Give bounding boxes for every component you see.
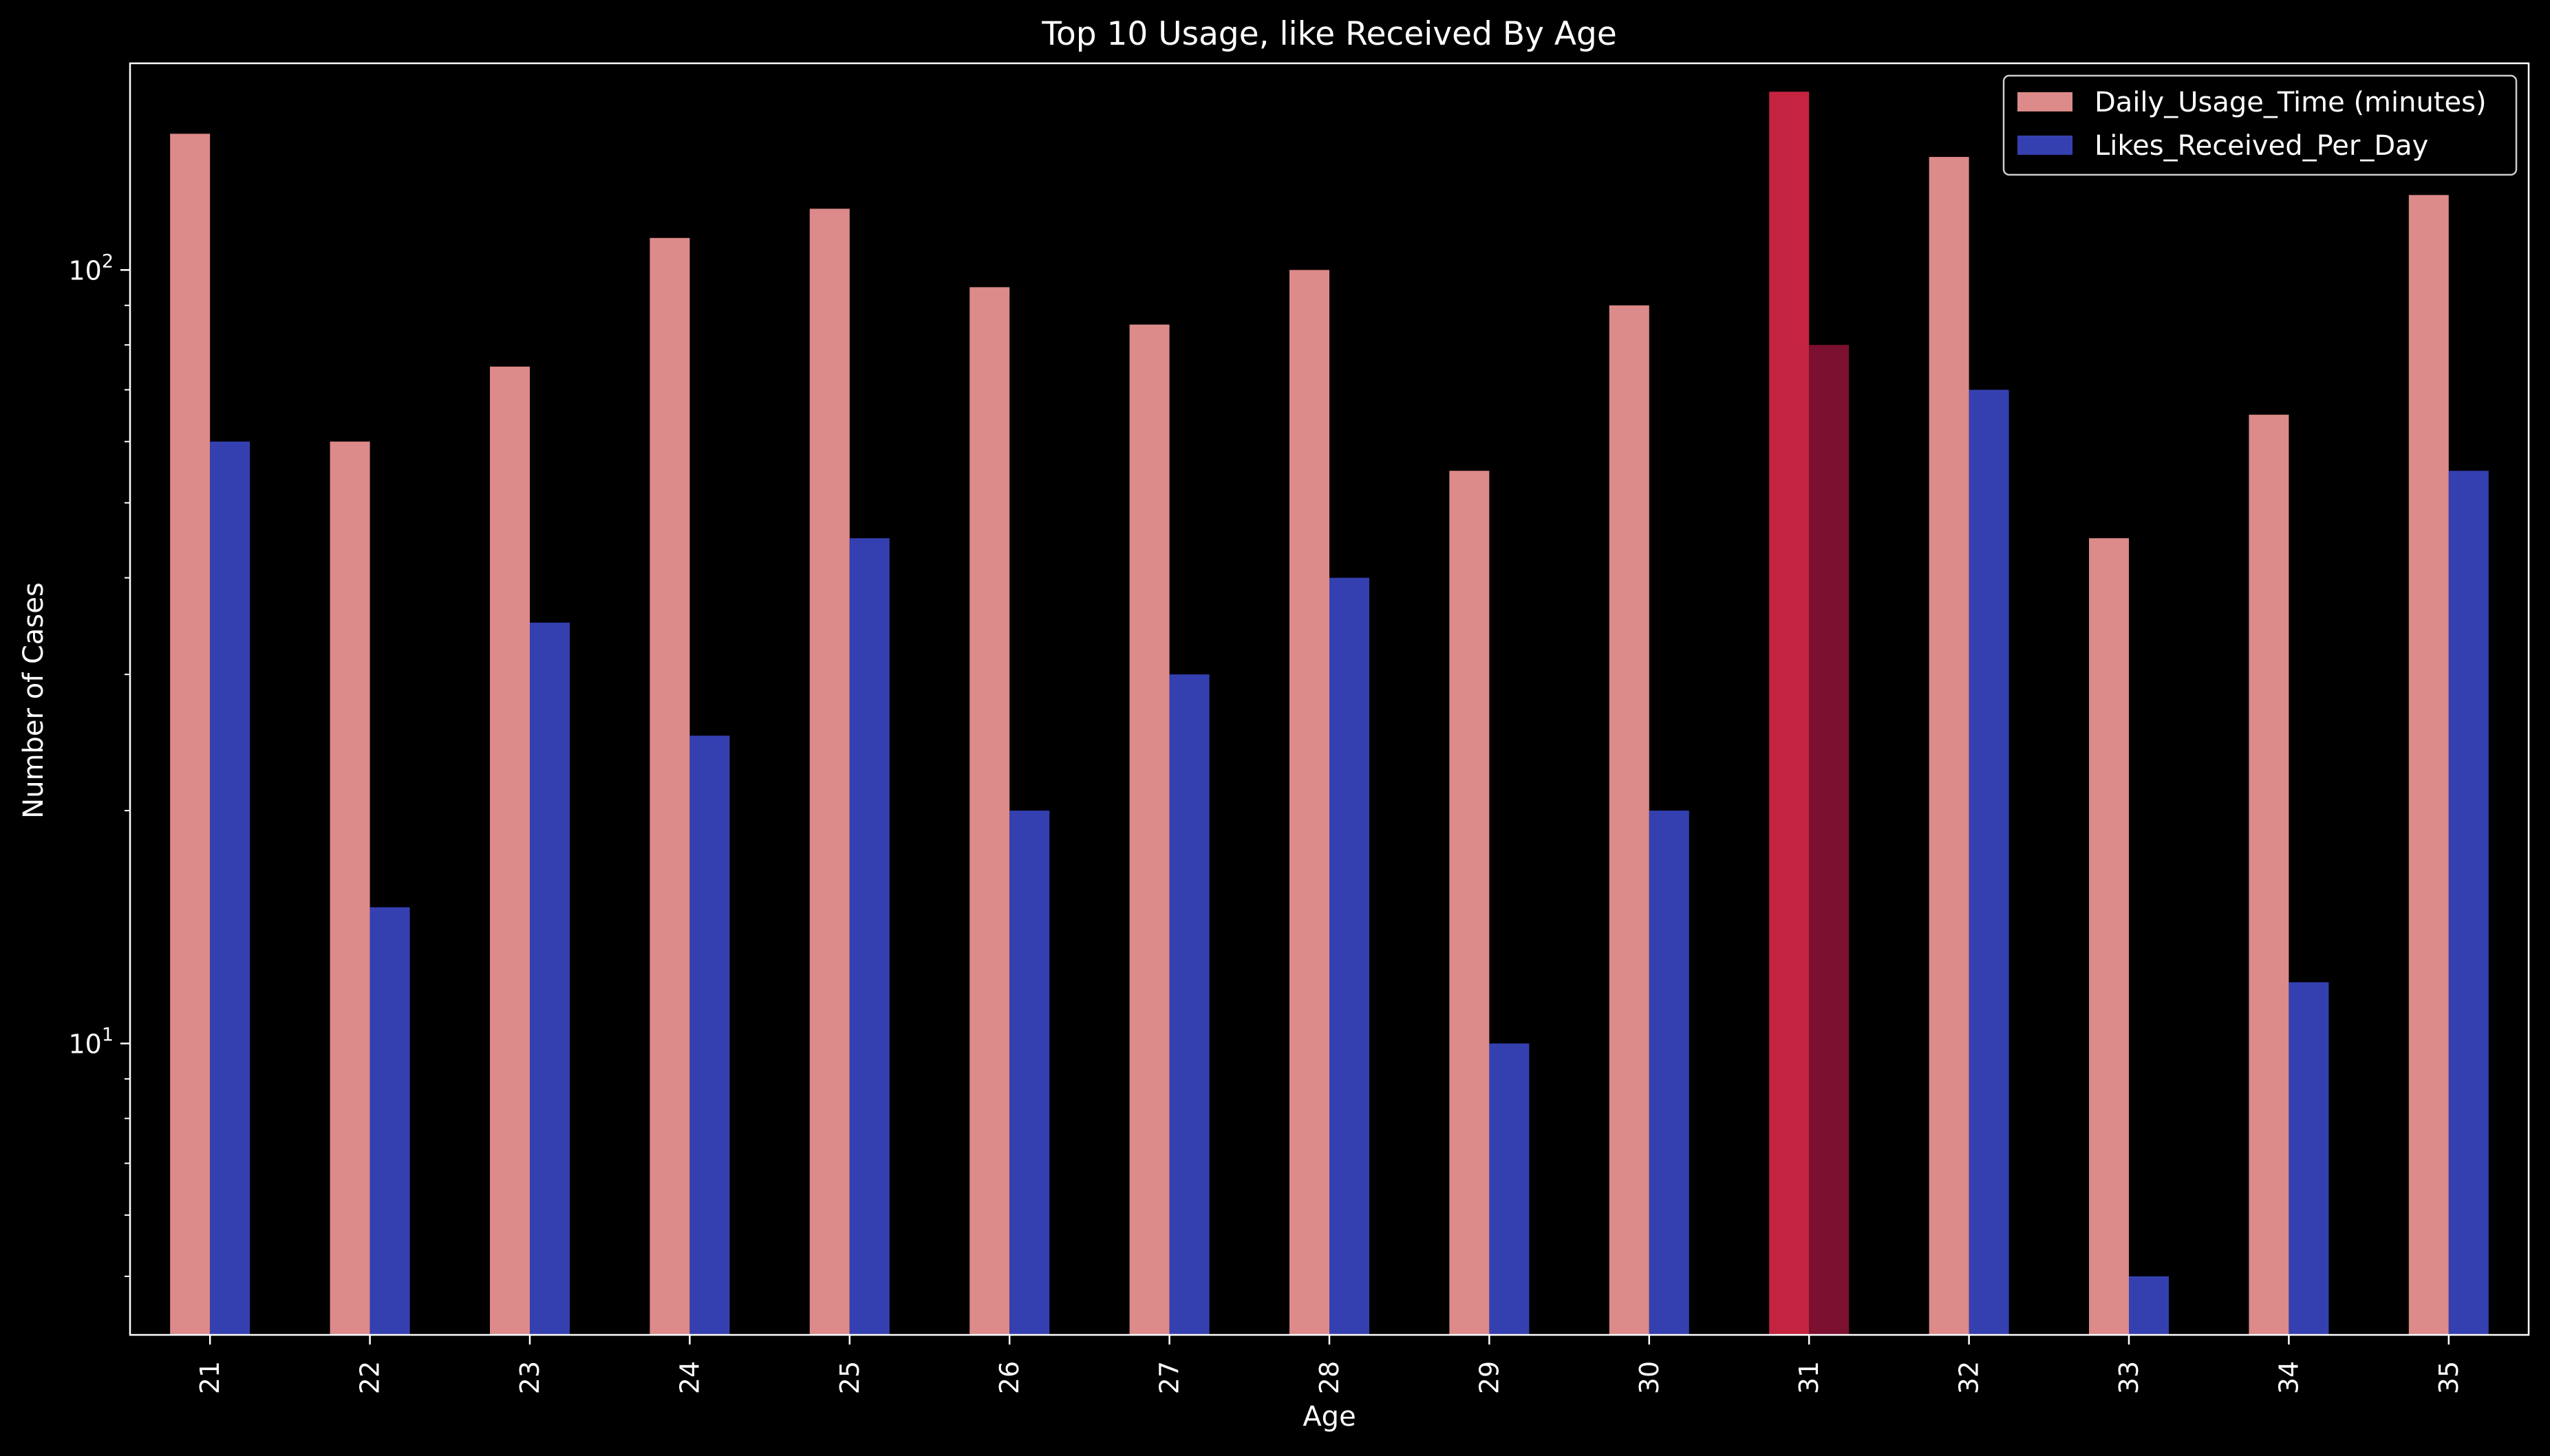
bar-likes-received-27: [1169, 674, 1210, 1335]
x-tick-label-28: 28: [1314, 1361, 1344, 1394]
bar-likes-received-34: [2289, 982, 2329, 1335]
bar-likes-received-35: [2448, 471, 2489, 1336]
y-tick-label-10: 101: [68, 1024, 114, 1059]
legend-label-likes-received: Likes_Received_Per_Day: [2094, 130, 2428, 162]
x-tick-label-24: 24: [674, 1361, 705, 1394]
bar-likes-received-21: [210, 441, 250, 1335]
x-tick-label-21: 21: [195, 1361, 225, 1394]
x-tick-label-31: 31: [1794, 1361, 1824, 1394]
bar-daily-usage-22: [330, 441, 370, 1335]
bar-daily-usage-25: [809, 208, 850, 1336]
x-tick-label-30: 30: [1634, 1361, 1664, 1394]
x-tick-label-25: 25: [835, 1361, 865, 1394]
bar-likes-received-30: [1649, 811, 1689, 1335]
bar-daily-usage-28: [1289, 270, 1329, 1336]
bar-likes-received-33: [2129, 1276, 2169, 1335]
x-tick-label-35: 35: [2434, 1361, 2464, 1394]
bar-daily-usage-33: [2089, 538, 2129, 1336]
bar-daily-usage-27: [1129, 324, 1170, 1336]
x-tick-label-33: 33: [2114, 1361, 2144, 1394]
legend-label-daily-usage: Daily_Usage_Time (minutes): [2094, 87, 2487, 118]
bar-likes-received-31: [1809, 345, 1850, 1335]
y-tick-label-100: 102: [68, 250, 114, 286]
bar-likes-received-28: [1329, 577, 1369, 1336]
legend-swatch-likes-received: [2017, 136, 2072, 155]
bars-layer: [170, 92, 2489, 1336]
x-tick-label-26: 26: [994, 1361, 1025, 1394]
bar-likes-received-24: [689, 736, 730, 1335]
x-tick-label-22: 22: [355, 1361, 385, 1394]
bar-likes-received-22: [369, 907, 410, 1335]
bar-likes-received-23: [530, 622, 570, 1335]
x-axis-label: Age: [1303, 1401, 1356, 1433]
bar-likes-received-26: [1009, 811, 1050, 1335]
ticks-layer: 21 22 23 24 25 26 27 28 29 30 31 32 33 34 35 101 102: [68, 250, 2463, 1394]
x-tick-label-27: 27: [1155, 1361, 1185, 1394]
legend-swatch-daily-usage: [2017, 92, 2072, 111]
legend-box: [2002, 74, 2518, 176]
x-tick-label-23: 23: [515, 1361, 545, 1394]
bar-daily-usage-32: [1929, 157, 1969, 1335]
bar-likes-received-25: [849, 538, 890, 1336]
legend: Daily_Usage_Time (minutes) Likes_Received…: [2002, 74, 2518, 176]
bar-daily-usage-31: [1769, 92, 1810, 1335]
bar-daily-usage-29: [1449, 471, 1490, 1336]
bar-likes-received-32: [1969, 389, 2009, 1335]
bar-likes-received-29: [1489, 1043, 1530, 1335]
bar-daily-usage-35: [2408, 195, 2449, 1335]
y-axis-label: Number of Cases: [18, 582, 50, 818]
plot-frame: [129, 62, 2530, 1336]
bar-daily-usage-26: [969, 287, 1010, 1335]
bar-daily-usage-30: [1609, 305, 1649, 1335]
bar-daily-usage-23: [490, 366, 530, 1335]
bar-daily-usage-34: [2249, 414, 2289, 1335]
chart-title: Top 10 Usage, like Received By Age: [1041, 15, 1617, 53]
bar-daily-usage-21: [170, 133, 211, 1335]
x-tick-label-29: 29: [1474, 1361, 1504, 1394]
x-tick-label-32: 32: [1954, 1361, 1984, 1394]
bar-daily-usage-24: [650, 237, 690, 1335]
x-tick-label-34: 34: [2273, 1361, 2304, 1394]
